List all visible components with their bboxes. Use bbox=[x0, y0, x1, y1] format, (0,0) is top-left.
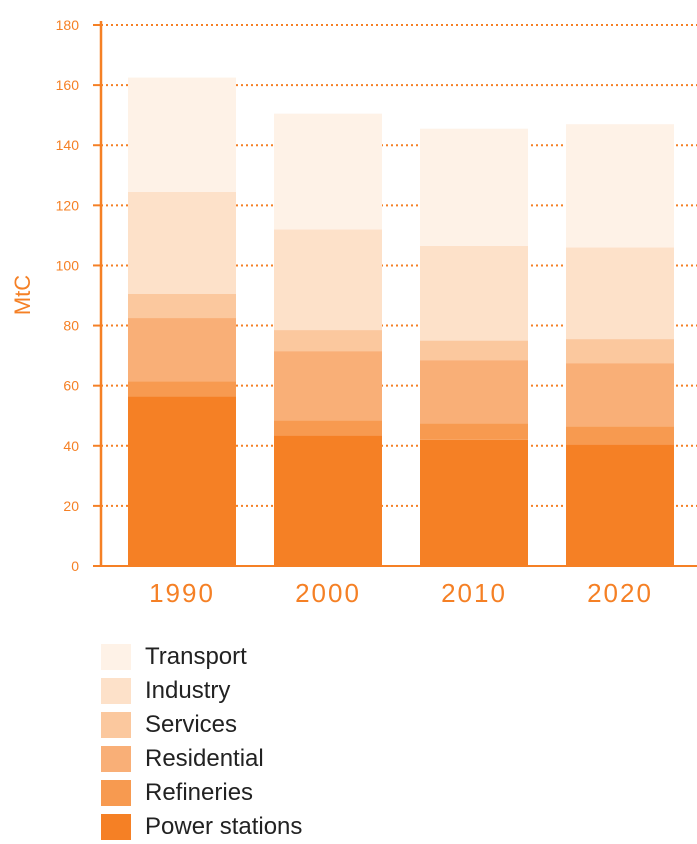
y-tick-label: 0 bbox=[71, 558, 79, 574]
bar-segment-services bbox=[274, 330, 382, 352]
bar-segment-services bbox=[128, 293, 236, 319]
bar-segment-power-stations bbox=[128, 396, 236, 566]
y-axis-title: MtC bbox=[10, 275, 35, 315]
legend-label: Residential bbox=[145, 745, 264, 772]
stacked-bar-chart: 0 20 40 60 80 100 120 140 160 180 1990 2000 2010 202… bbox=[10, 17, 697, 608]
bar-segment-industry bbox=[566, 247, 674, 340]
y-tick-label: 140 bbox=[56, 137, 80, 153]
legend-item: Industry bbox=[101, 674, 302, 708]
x-category-labels: 1990 2000 2010 2020 bbox=[149, 578, 653, 608]
y-tick-label: 80 bbox=[63, 318, 79, 334]
legend-item: Power stations bbox=[101, 810, 302, 844]
y-tick-label: 60 bbox=[63, 378, 79, 394]
bar-segment-transport bbox=[420, 128, 528, 246]
legend-swatch bbox=[101, 678, 131, 704]
y-tick-label: 40 bbox=[63, 438, 79, 454]
y-tick-label: 20 bbox=[63, 498, 79, 514]
legend-label: Industry bbox=[145, 677, 231, 704]
legend-label: Services bbox=[145, 711, 238, 738]
y-tick-label: 120 bbox=[56, 197, 80, 213]
legend-label: Refineries bbox=[145, 779, 254, 806]
bar-segment-residential bbox=[128, 318, 236, 382]
x-category-label: 2000 bbox=[295, 578, 361, 608]
bar-segment-refineries bbox=[566, 426, 674, 445]
bar-segment-services bbox=[566, 339, 674, 364]
legend-item: Transport bbox=[101, 640, 302, 674]
legend-swatch bbox=[101, 746, 131, 772]
bars bbox=[128, 77, 674, 566]
legend-swatch bbox=[101, 814, 131, 840]
legend-swatch bbox=[101, 780, 131, 806]
bar-segment-refineries bbox=[128, 381, 236, 397]
bar-segment-services bbox=[420, 340, 528, 361]
bar-segment-industry bbox=[274, 229, 382, 331]
x-category-label: 1990 bbox=[149, 578, 215, 608]
y-tick-label: 100 bbox=[56, 257, 80, 273]
bar-segment-residential bbox=[420, 360, 528, 424]
bar-segment-residential bbox=[566, 363, 674, 427]
bar-segment-power-stations bbox=[566, 444, 674, 566]
bar-segment-transport bbox=[566, 124, 674, 248]
bar-segment-refineries bbox=[274, 420, 382, 436]
y-tick-label: 180 bbox=[56, 17, 80, 33]
legend-swatch bbox=[101, 712, 131, 738]
bar-segment-transport bbox=[274, 113, 382, 230]
bar-segment-power-stations bbox=[420, 439, 528, 566]
bar-segment-power-stations bbox=[274, 435, 382, 566]
legend-item: Residential bbox=[101, 742, 302, 776]
axes bbox=[93, 21, 697, 567]
bar-segment-transport bbox=[128, 77, 236, 192]
legend-item: Services bbox=[101, 708, 302, 742]
legend-item: Refineries bbox=[101, 776, 302, 810]
legend-label: Power stations bbox=[145, 813, 303, 840]
bar-segment-refineries bbox=[420, 423, 528, 440]
x-category-label: 2010 bbox=[441, 578, 507, 608]
y-tick-label: 160 bbox=[56, 77, 80, 93]
bar-segment-industry bbox=[128, 191, 236, 294]
bar-segment-residential bbox=[274, 351, 382, 421]
legend: Transport Industry Services Residential Refi… bbox=[101, 640, 302, 844]
x-category-label: 2020 bbox=[587, 578, 653, 608]
legend-label: Transport bbox=[145, 643, 247, 670]
legend-swatch bbox=[101, 644, 131, 670]
y-tick-labels: 0 20 40 60 80 100 120 140 160 180 bbox=[56, 17, 80, 574]
bar-segment-industry bbox=[420, 245, 528, 341]
